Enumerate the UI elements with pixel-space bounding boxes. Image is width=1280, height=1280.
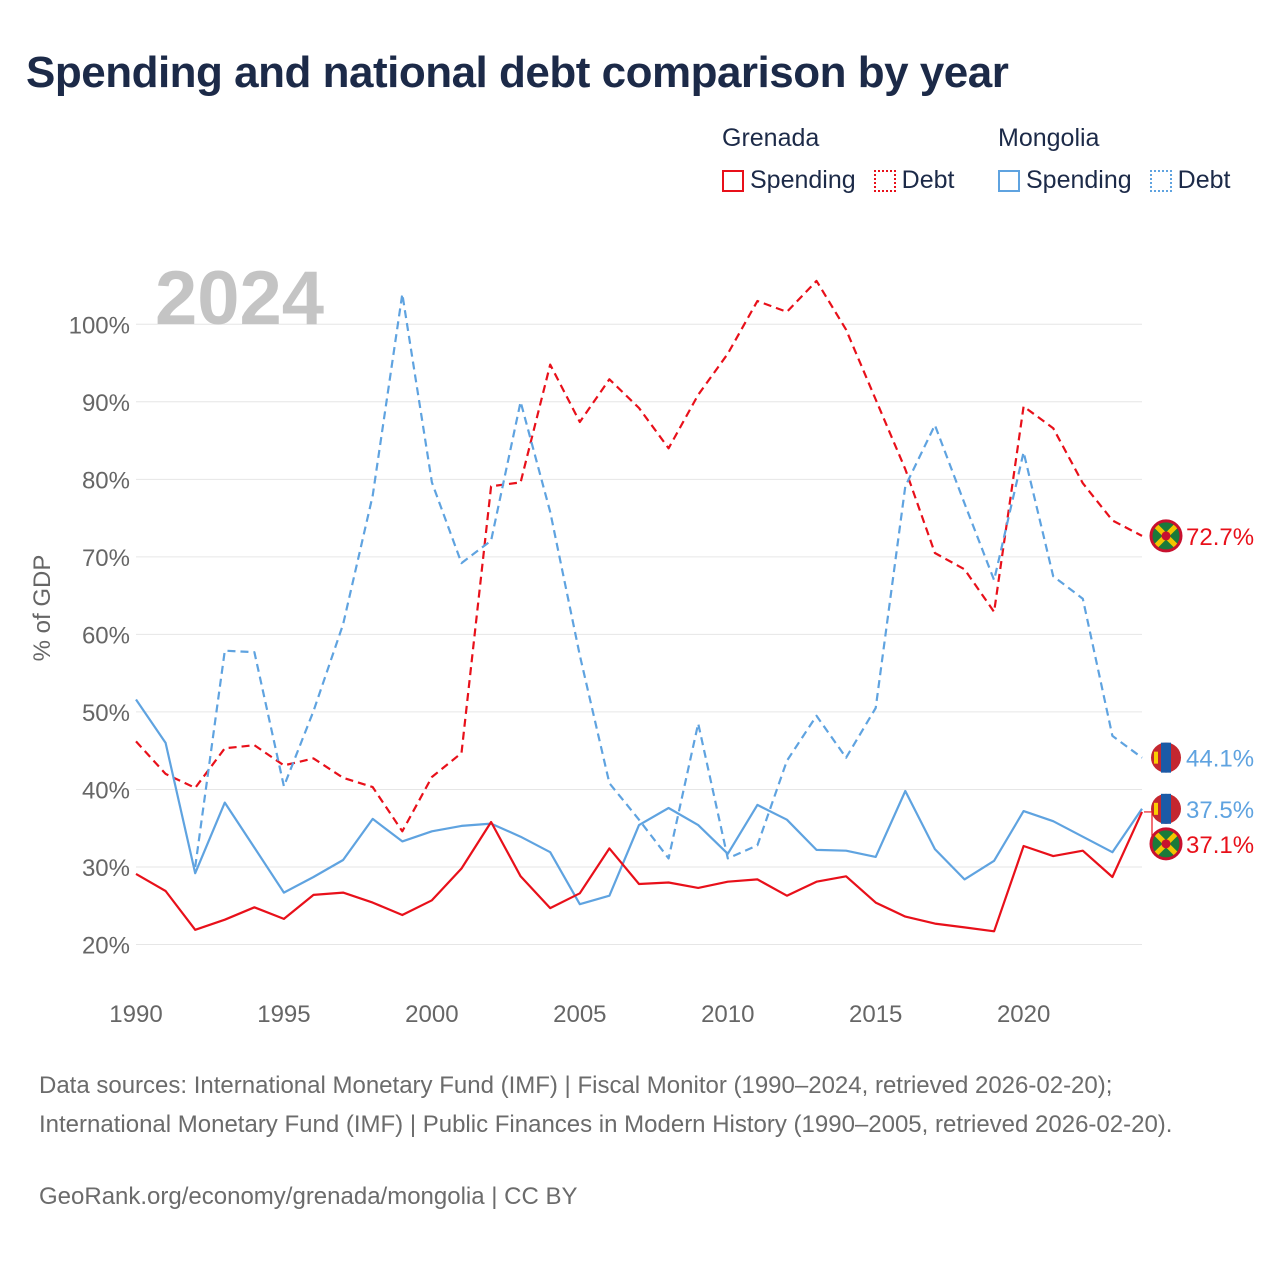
y-tick-label: 40% xyxy=(82,777,130,804)
mongolia-flag-soyombo xyxy=(1154,751,1158,764)
grenada-flag-center xyxy=(1161,839,1171,849)
grenada-flag-border xyxy=(1149,519,1183,553)
legend-country-grenada: Grenada xyxy=(722,124,820,152)
x-tick-label: 2010 xyxy=(701,1001,754,1028)
legend-label: Spending xyxy=(750,166,856,194)
end-value-label: 72.7% xyxy=(1186,524,1254,551)
grenada-flag-border xyxy=(1149,827,1183,861)
legend-swatch-solid xyxy=(998,169,1020,192)
legend-mongolia: Mongolia Spending Debt xyxy=(998,124,1248,195)
y-tick-label: 60% xyxy=(82,622,130,649)
series-line-mongolia-debt xyxy=(194,292,1143,868)
x-tick-label: 2000 xyxy=(405,1001,458,1028)
x-tick-label: 1990 xyxy=(109,1001,162,1028)
series-line-grenada-spending xyxy=(135,811,1144,933)
legend-swatch-dotted xyxy=(1149,169,1172,192)
x-tick-label: 2020 xyxy=(997,1001,1050,1028)
series-line-grenada-debt xyxy=(135,279,1143,833)
end-value-label: 37.5% xyxy=(1186,797,1254,824)
legend-item-grenada-debt[interactable]: Debt xyxy=(873,166,955,195)
x-tick-label: 1995 xyxy=(257,1001,310,1028)
legend-grenada: Grenada Spending Debt xyxy=(722,124,972,195)
legend-swatch-dotted xyxy=(873,169,896,192)
series-line-mongolia-spending xyxy=(135,698,1143,906)
mongolia-flag-stripe xyxy=(1161,742,1171,773)
legend-item-mongolia-debt[interactable]: Debt xyxy=(1149,166,1231,195)
legend-label: Debt xyxy=(901,166,955,194)
legend-label: Spending xyxy=(1026,166,1132,194)
legend-item-grenada-spending[interactable]: Spending xyxy=(722,166,856,195)
y-tick-label: 80% xyxy=(82,467,130,494)
y-tick-label: 100% xyxy=(69,312,130,339)
grenada-flag-center xyxy=(1161,531,1171,541)
y-tick-label: 20% xyxy=(82,932,130,959)
y-tick-label: 50% xyxy=(82,700,130,727)
end-connector xyxy=(1144,811,1153,844)
end-value-label: 44.1% xyxy=(1186,746,1254,773)
legend-item-mongolia-spending[interactable]: Spending xyxy=(998,166,1132,195)
y-tick-label: 30% xyxy=(82,855,130,882)
x-tick-label: 2015 xyxy=(849,1001,902,1028)
data-sources: Data sources: International Monetary Fun… xyxy=(39,1072,1173,1138)
line-chart: 20% 30% 40% 50% 60% 70% 80% 90% 100% 1990 1995 2000… xyxy=(29,256,1254,1028)
chart-title: Spending and national debt comparison by… xyxy=(26,48,1009,97)
y-axis-label: % of GDP xyxy=(29,555,56,662)
mongolia-flag-soyombo xyxy=(1154,802,1158,815)
mongolia-flag-stripe xyxy=(1161,793,1171,824)
year-label: 2024 xyxy=(155,256,324,341)
y-tick-label: 90% xyxy=(82,390,130,417)
end-value-label: 37.1% xyxy=(1186,832,1254,859)
y-tick-label: 70% xyxy=(82,545,130,572)
legend-swatch-solid xyxy=(722,169,744,192)
credit-link[interactable]: GeoRank.org/economy/grenada/mongolia | C… xyxy=(39,1183,578,1210)
legend-country-mongolia: Mongolia xyxy=(998,124,1100,152)
legend-label: Debt xyxy=(1177,166,1231,194)
x-tick-label: 2005 xyxy=(553,1001,606,1028)
